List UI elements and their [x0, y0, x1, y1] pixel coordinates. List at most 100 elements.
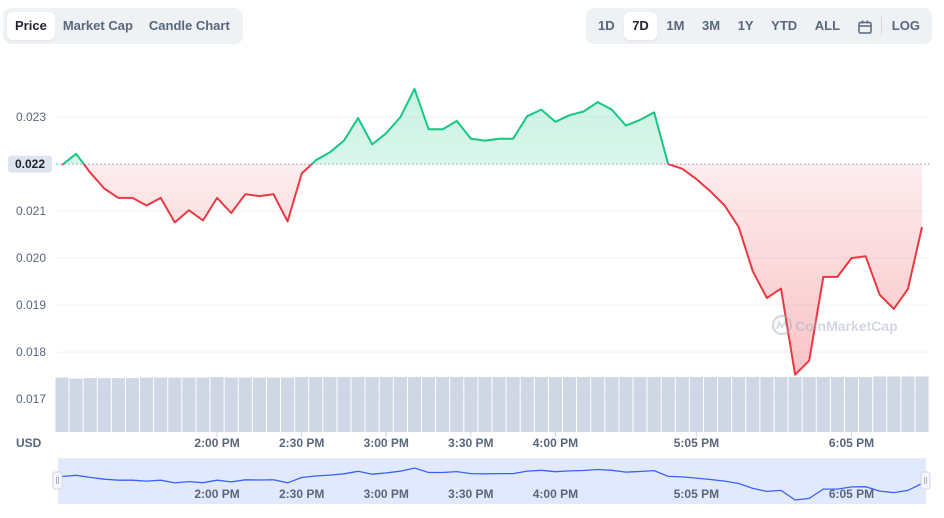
volume-bar [548, 377, 562, 432]
tab-price[interactable]: Price [7, 12, 55, 40]
volume-bar [266, 377, 281, 432]
volume-bar [901, 376, 915, 432]
volume-bar [351, 377, 365, 432]
calendar-icon [857, 20, 872, 34]
volume-bar [746, 377, 760, 432]
navigator-line [61, 467, 923, 501]
volume-bar [689, 377, 703, 432]
volume-bar [633, 377, 647, 432]
volume-bar [224, 377, 238, 432]
navigator-window[interactable] [58, 458, 926, 504]
x-axis: 2:00 PM 2:30 PM 3:00 PM 3:30 PM 4:00 PM 5:05 … [194, 432, 874, 450]
chart-type-tabs: Price Market Cap Candle Chart [3, 8, 243, 44]
watermark: CoinMarketCap [771, 314, 898, 336]
volume-bar [577, 377, 591, 432]
volume-bar [873, 376, 887, 432]
volume-bar [830, 377, 844, 432]
volume-bar [802, 377, 816, 432]
price-line [61, 87, 923, 376]
price-line-down [61, 164, 923, 376]
period-7d[interactable]: 7D [624, 12, 657, 40]
baseline-label: 0.022 [15, 157, 45, 171]
price-line-up [61, 87, 672, 165]
volume-bar [111, 378, 125, 432]
y-tick-label: 0.017 [16, 392, 46, 406]
period-1m[interactable]: 1M [666, 18, 685, 33]
volume-bar [295, 377, 309, 432]
x-tick-label: 4:00 PM [533, 436, 578, 450]
volume-bar [534, 377, 548, 432]
period-ytd[interactable]: YTD [771, 18, 798, 33]
volume-bar [407, 377, 422, 432]
volume-bar [915, 376, 929, 432]
volume-bar [703, 377, 718, 432]
y-tick-label: 0.018 [16, 345, 46, 359]
navigator-handle-right[interactable] [920, 471, 931, 490]
period-1d[interactable]: 1D [598, 18, 615, 33]
volume-bar [83, 378, 97, 432]
volume-bar [154, 377, 168, 432]
watermark-text: CoinMarketCap [795, 318, 898, 334]
navigator-x-tick-label: 2:30 PM [279, 487, 324, 501]
volume-bar [168, 377, 182, 432]
volume-bar [619, 377, 633, 432]
y-tick-label: 0.019 [16, 298, 46, 312]
volume-bar [379, 377, 393, 432]
volume-bar [844, 377, 859, 432]
x-tick-label: 6:05 PM [829, 436, 874, 450]
y-tick-label: 0.023 [16, 110, 46, 124]
volume-bar [210, 377, 224, 432]
volume-bar [732, 377, 746, 432]
tab-market-cap[interactable]: Market Cap [62, 18, 133, 33]
volume-bar [309, 377, 323, 432]
volume-bar [238, 377, 252, 432]
volume-bar [859, 377, 873, 432]
period-tabs: 1D 7D 1M 3M 1Y YTD ALL LOG [586, 8, 932, 44]
x-tick-label: 3:00 PM [364, 436, 409, 450]
period-3m[interactable]: 3M [702, 18, 721, 33]
volume-bar [661, 377, 675, 432]
volume-bar [675, 377, 689, 432]
volume-bar [562, 377, 577, 432]
volume-bar [718, 377, 732, 432]
y-tick-label: 0.020 [16, 251, 46, 265]
volume-bar [492, 377, 506, 432]
period-all[interactable]: ALL [814, 18, 841, 33]
volume-bar [393, 377, 407, 432]
tab-separator [881, 17, 883, 35]
volume-bar [337, 377, 351, 432]
volume-bar [182, 377, 196, 432]
volume-bar [464, 377, 478, 432]
volume-bar [774, 377, 788, 432]
volume-bar [125, 378, 140, 432]
period-1y[interactable]: 1Y [737, 18, 754, 33]
y-axis-unit: USD [16, 436, 42, 450]
navigator-x-tick-label: 2:00 PM [194, 487, 239, 501]
price-area [62, 88, 922, 375]
x-tick-label: 2:30 PM [279, 436, 324, 450]
volume-bar [520, 377, 534, 432]
x-tick-label: 2:00 PM [194, 436, 239, 450]
volume-bar [816, 377, 830, 432]
tab-candle-chart[interactable]: Candle Chart [148, 18, 230, 33]
volume-bars [55, 376, 929, 432]
price-area-up [62, 88, 922, 165]
volume-bar [760, 377, 774, 432]
volume-bar [323, 377, 337, 432]
x-tick-label: 3:30 PM [448, 436, 493, 450]
volume-bar [591, 377, 605, 432]
volume-bar [450, 377, 464, 432]
volume-bar [887, 376, 901, 432]
volume-bar [605, 377, 619, 432]
volume-bar [506, 377, 520, 432]
volume-bar [436, 377, 450, 432]
calendar-button[interactable] [850, 12, 880, 40]
volume-bar [55, 377, 69, 432]
range-navigator[interactable]: 2:00 PM 2:30 PM 3:00 PM 3:30 PM 4:00 PM 5:05 … [52, 458, 931, 504]
log-toggle[interactable]: LOG [891, 18, 920, 33]
navigator-handle-left[interactable] [52, 471, 63, 490]
volume-bar [422, 377, 436, 432]
volume-bar [140, 377, 154, 432]
volume-bar [281, 377, 295, 432]
